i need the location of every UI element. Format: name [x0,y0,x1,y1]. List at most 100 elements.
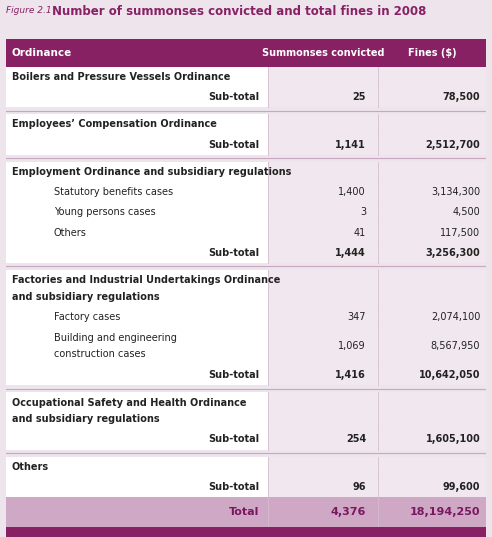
Bar [268,307,378,328]
Bar [6,182,268,202]
Text: 2,512,700: 2,512,700 [426,140,480,150]
Bar [6,430,268,449]
Bar [268,328,378,365]
Text: 254: 254 [346,434,366,445]
Bar [378,328,486,365]
Bar [378,162,486,182]
Bar [6,202,268,222]
Bar [268,202,378,222]
Bar [378,365,486,385]
Text: Factory cases: Factory cases [54,313,121,322]
Bar [6,270,268,307]
Bar [268,114,378,135]
Text: Sub-total: Sub-total [208,140,259,150]
Text: Ordinance: Ordinance [12,48,72,58]
Text: 25: 25 [353,92,366,102]
Bar [378,182,486,202]
Text: 3: 3 [360,207,366,217]
Bar [268,67,378,87]
Bar [268,87,378,107]
Bar [6,39,486,67]
Bar [268,135,378,155]
Bar [378,270,486,307]
Bar [6,477,268,497]
Text: 3,256,300: 3,256,300 [426,248,480,258]
Bar [378,114,486,135]
Text: 99,600: 99,600 [443,482,480,492]
Text: Employment Ordinance and subsidiary regulations: Employment Ordinance and subsidiary regu… [12,167,291,177]
Bar [6,456,268,477]
Bar [268,456,378,477]
Text: Sub-total: Sub-total [208,482,259,492]
Text: Others: Others [12,462,49,472]
Text: 1,605,100: 1,605,100 [426,434,480,445]
Bar [268,365,378,385]
Text: 8,567,950: 8,567,950 [431,341,480,351]
Bar [378,135,486,155]
Bar [6,307,268,328]
Bar [6,527,486,537]
Text: 347: 347 [347,313,366,322]
Text: Sub-total: Sub-total [208,434,259,445]
Bar [378,392,486,430]
Bar [6,222,268,243]
Text: 4,500: 4,500 [453,207,480,217]
Bar [6,365,268,385]
Bar [268,270,378,307]
Text: Sub-total: Sub-total [208,248,259,258]
Text: Figure 2.1: Figure 2.1 [6,6,52,16]
Text: Total: Total [229,507,259,517]
Text: Young persons cases: Young persons cases [54,207,155,217]
Bar [378,39,486,67]
Text: construction cases: construction cases [54,350,146,359]
Text: 1,141: 1,141 [336,140,366,150]
Bar [6,243,268,263]
Text: 1,400: 1,400 [338,187,366,197]
Text: and subsidiary regulations: and subsidiary regulations [12,292,159,302]
Bar [268,222,378,243]
Bar [6,135,268,155]
Text: Building and engineering: Building and engineering [54,333,177,343]
Bar [378,243,486,263]
Text: 96: 96 [353,482,366,492]
Text: Sub-total: Sub-total [208,370,259,380]
Text: 1,416: 1,416 [336,370,366,380]
Bar [378,222,486,243]
Bar [378,202,486,222]
Bar [268,243,378,263]
Bar [378,430,486,449]
Text: 78,500: 78,500 [443,92,480,102]
Bar [268,39,378,67]
Text: Summonses convicted: Summonses convicted [262,48,384,58]
Text: 18,194,250: 18,194,250 [410,507,480,517]
Bar [378,67,486,87]
Bar [6,392,268,430]
Text: Boilers and Pressure Vessels Ordinance: Boilers and Pressure Vessels Ordinance [12,72,230,82]
Text: Employees’ Compensation Ordinance: Employees’ Compensation Ordinance [12,120,216,129]
Bar [378,497,486,527]
Bar [378,307,486,328]
Text: and subsidiary regulations: and subsidiary regulations [12,414,159,424]
Text: 1,069: 1,069 [338,341,366,351]
Bar [6,114,268,135]
Text: 41: 41 [354,228,366,237]
Bar [268,497,378,527]
Bar [6,497,268,527]
Text: Sub-total: Sub-total [208,92,259,102]
Bar [268,430,378,449]
Bar [268,477,378,497]
Text: Fines ($): Fines ($) [408,48,457,58]
Text: Occupational Safety and Health Ordinance: Occupational Safety and Health Ordinance [12,397,246,408]
Text: 10,642,050: 10,642,050 [419,370,480,380]
Text: Factories and Industrial Undertakings Ordinance: Factories and Industrial Undertakings Or… [12,275,280,285]
Text: 3,134,300: 3,134,300 [431,187,480,197]
Text: Others: Others [54,228,87,237]
Bar [268,392,378,430]
Bar [6,67,268,87]
Text: Number of summonses convicted and total fines in 2008: Number of summonses convicted and total … [52,5,426,18]
Text: 4,376: 4,376 [331,507,366,517]
Bar [6,87,268,107]
Text: 2,074,100: 2,074,100 [431,313,480,322]
Text: 1,444: 1,444 [336,248,366,258]
Bar [268,182,378,202]
